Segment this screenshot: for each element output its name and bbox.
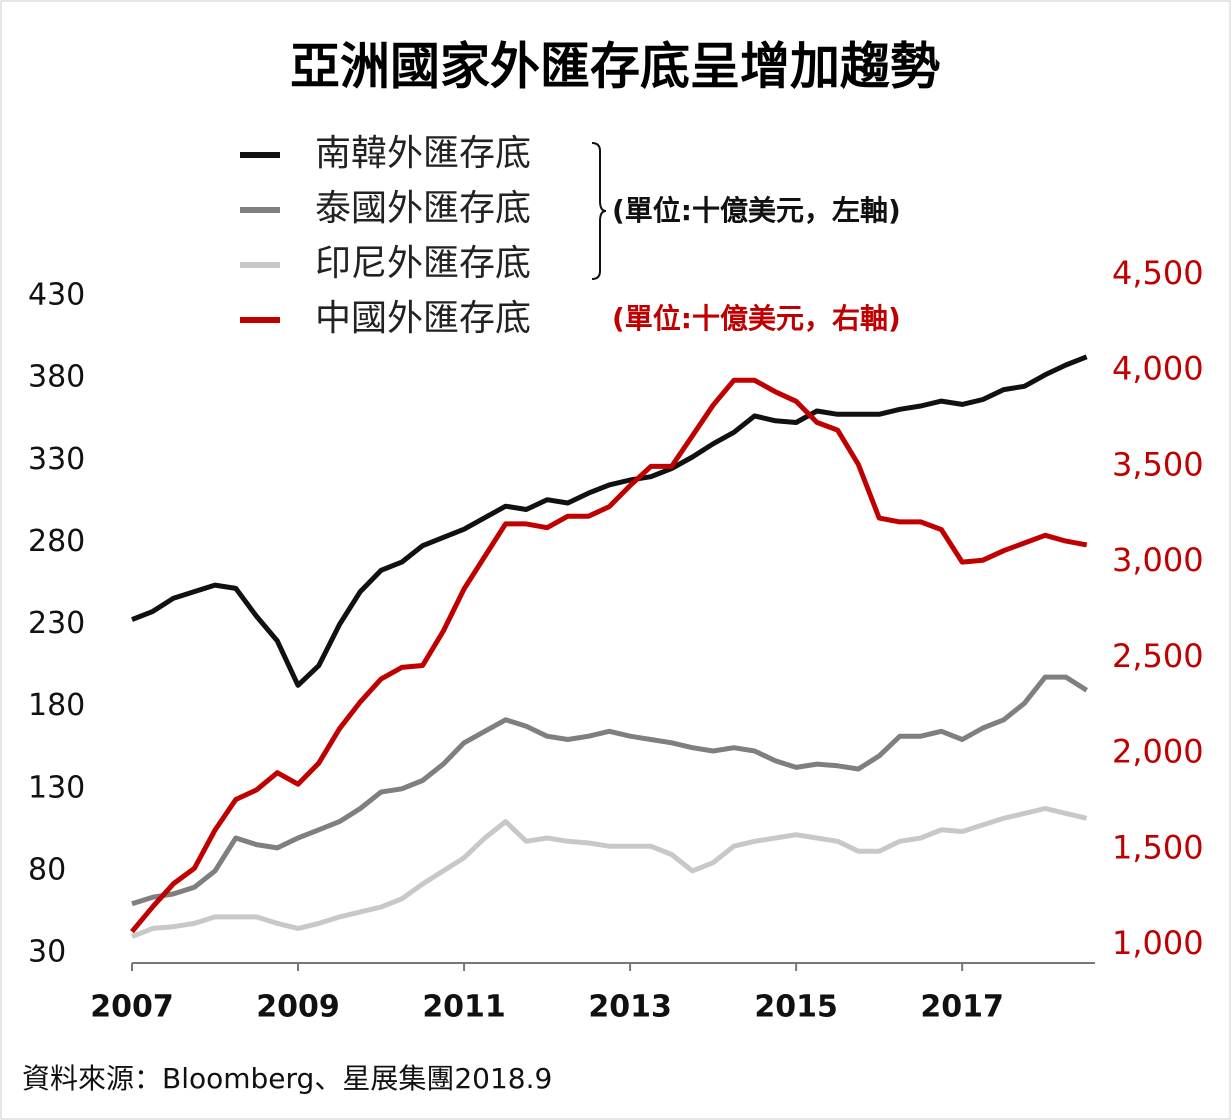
series-line xyxy=(131,806,1088,939)
y2-tick-label: 2,500 xyxy=(1112,637,1204,675)
brace xyxy=(591,142,607,280)
x-tick-label: 2011 xyxy=(422,990,506,1025)
y-tick-label: 430 xyxy=(28,278,85,313)
y-tick-label: 380 xyxy=(28,360,85,395)
y-tick-label: 80 xyxy=(28,852,66,887)
source: 資料來源：Bloomberg、星展集團2018.9 xyxy=(22,1062,552,1095)
y2-tick-label: 3,000 xyxy=(1112,541,1204,579)
y2-tick-label: 4,500 xyxy=(1112,254,1204,292)
y-tick-label: 230 xyxy=(28,606,85,641)
left-unit-note: (單位:十億美元，左軸) xyxy=(612,194,901,227)
legend-label: 泰國外匯存底 xyxy=(315,188,531,229)
y2-tick-label: 3,500 xyxy=(1112,445,1204,483)
right-unit-note: (單位:十億美元，右軸) xyxy=(612,302,901,335)
series-line xyxy=(131,674,1089,907)
y-tick-label: 130 xyxy=(28,770,85,805)
legend-label: 南韓外匯存底 xyxy=(315,133,531,174)
x-tick-label: 2013 xyxy=(588,990,672,1025)
series-line xyxy=(131,354,1088,688)
x-tick-label: 2017 xyxy=(920,990,1004,1025)
y2-tick-label: 4,000 xyxy=(1112,350,1204,388)
y2-tick-label: 1,500 xyxy=(1112,828,1204,866)
chart-title: 亞洲國家外匯存底呈增加趨勢 xyxy=(290,38,940,96)
y-tick-label: 330 xyxy=(28,442,85,477)
y-tick-label: 280 xyxy=(28,524,85,559)
legend-label: 中國外匯存底 xyxy=(315,298,531,339)
y2-tick-label: 2,000 xyxy=(1112,733,1204,771)
y-tick-label: 30 xyxy=(28,935,66,970)
legend-label: 印尼外匯存底 xyxy=(315,243,531,284)
y-tick-label: 180 xyxy=(28,688,85,723)
x-tick-label: 2007 xyxy=(90,990,174,1025)
series-line xyxy=(130,377,1088,934)
y2-tick-label: 1,000 xyxy=(1112,924,1204,962)
x-tick-label: 2009 xyxy=(256,990,340,1025)
x-tick-label: 2015 xyxy=(754,990,838,1025)
